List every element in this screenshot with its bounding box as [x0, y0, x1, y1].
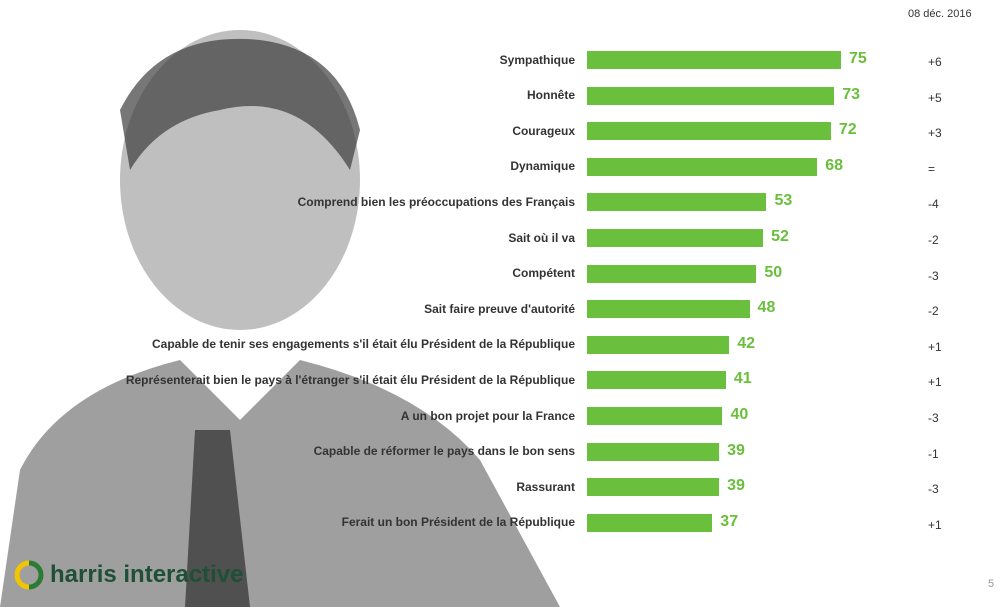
value-label: 40	[730, 406, 749, 423]
change-label: +1	[928, 517, 942, 532]
category-label: A un bon projet pour la France	[400, 408, 575, 423]
category-label: Sympathique	[499, 52, 575, 67]
bar	[587, 157, 818, 176]
logo-icon	[14, 560, 44, 590]
value-label: 68	[825, 156, 844, 174]
category-label: Rassurant	[516, 479, 575, 494]
bar	[587, 335, 730, 354]
category-label: Sait où il va	[508, 230, 575, 245]
bar	[587, 371, 726, 390]
portrait	[0, 30, 560, 607]
category-label: Capable de réformer le pays dans le bon …	[313, 444, 575, 459]
category-label: Sait faire preuve d'autorité	[424, 301, 575, 316]
value-label: 48	[757, 299, 776, 317]
bar	[587, 51, 841, 69]
bar	[587, 86, 835, 105]
bar	[587, 122, 831, 141]
category-label: Ferait un bon Président de la République	[341, 515, 575, 530]
value-label: 39	[727, 441, 745, 459]
change-label: -3	[928, 482, 939, 497]
logo-text: harris interactive	[50, 561, 244, 588]
value-label: 37	[720, 512, 739, 530]
page-number: 5	[988, 578, 995, 590]
value-label: 41	[733, 370, 752, 388]
logo: harris interactive	[12, 558, 243, 592]
change-label: -4	[928, 197, 939, 212]
value-label: 50	[764, 263, 783, 281]
change-label: +3	[928, 126, 942, 141]
change-label: -1	[928, 446, 939, 461]
bar	[587, 478, 720, 497]
change-label: -2	[928, 304, 939, 319]
value-label: 73	[842, 85, 861, 103]
value-label: 75	[849, 50, 867, 67]
bar	[587, 300, 750, 319]
value-label: 72	[838, 121, 857, 139]
category-label: Honnête	[527, 88, 575, 103]
value-label: 39	[727, 477, 745, 495]
value-label: 53	[774, 192, 793, 210]
change-label: -2	[928, 233, 939, 247]
bar	[587, 229, 764, 247]
bar	[587, 264, 757, 283]
change-label: -3	[928, 411, 939, 425]
value-label: 52	[771, 228, 789, 245]
category-label: Compétent	[512, 266, 575, 281]
change-label: +1	[928, 339, 942, 354]
category-label: Comprend bien les préoccupations des Fra…	[297, 194, 575, 209]
category-label: Dynamique	[510, 159, 575, 174]
date: 08 déc. 2016	[908, 8, 972, 20]
change-label: +6	[928, 55, 942, 69]
change-label: =	[928, 161, 936, 176]
change-label: +5	[928, 90, 942, 105]
bar	[587, 442, 720, 461]
bar	[587, 407, 723, 425]
category-label: Capable de tenir ses engagements s'il ét…	[152, 337, 575, 352]
change-label: -3	[928, 268, 939, 283]
bar	[587, 193, 767, 212]
value-label: 42	[737, 334, 756, 352]
change-label: +1	[928, 375, 942, 390]
category-label: Courageux	[512, 123, 575, 138]
category-label: Représenterait bien le pays à l'étranger…	[125, 372, 575, 387]
bar	[587, 513, 713, 532]
